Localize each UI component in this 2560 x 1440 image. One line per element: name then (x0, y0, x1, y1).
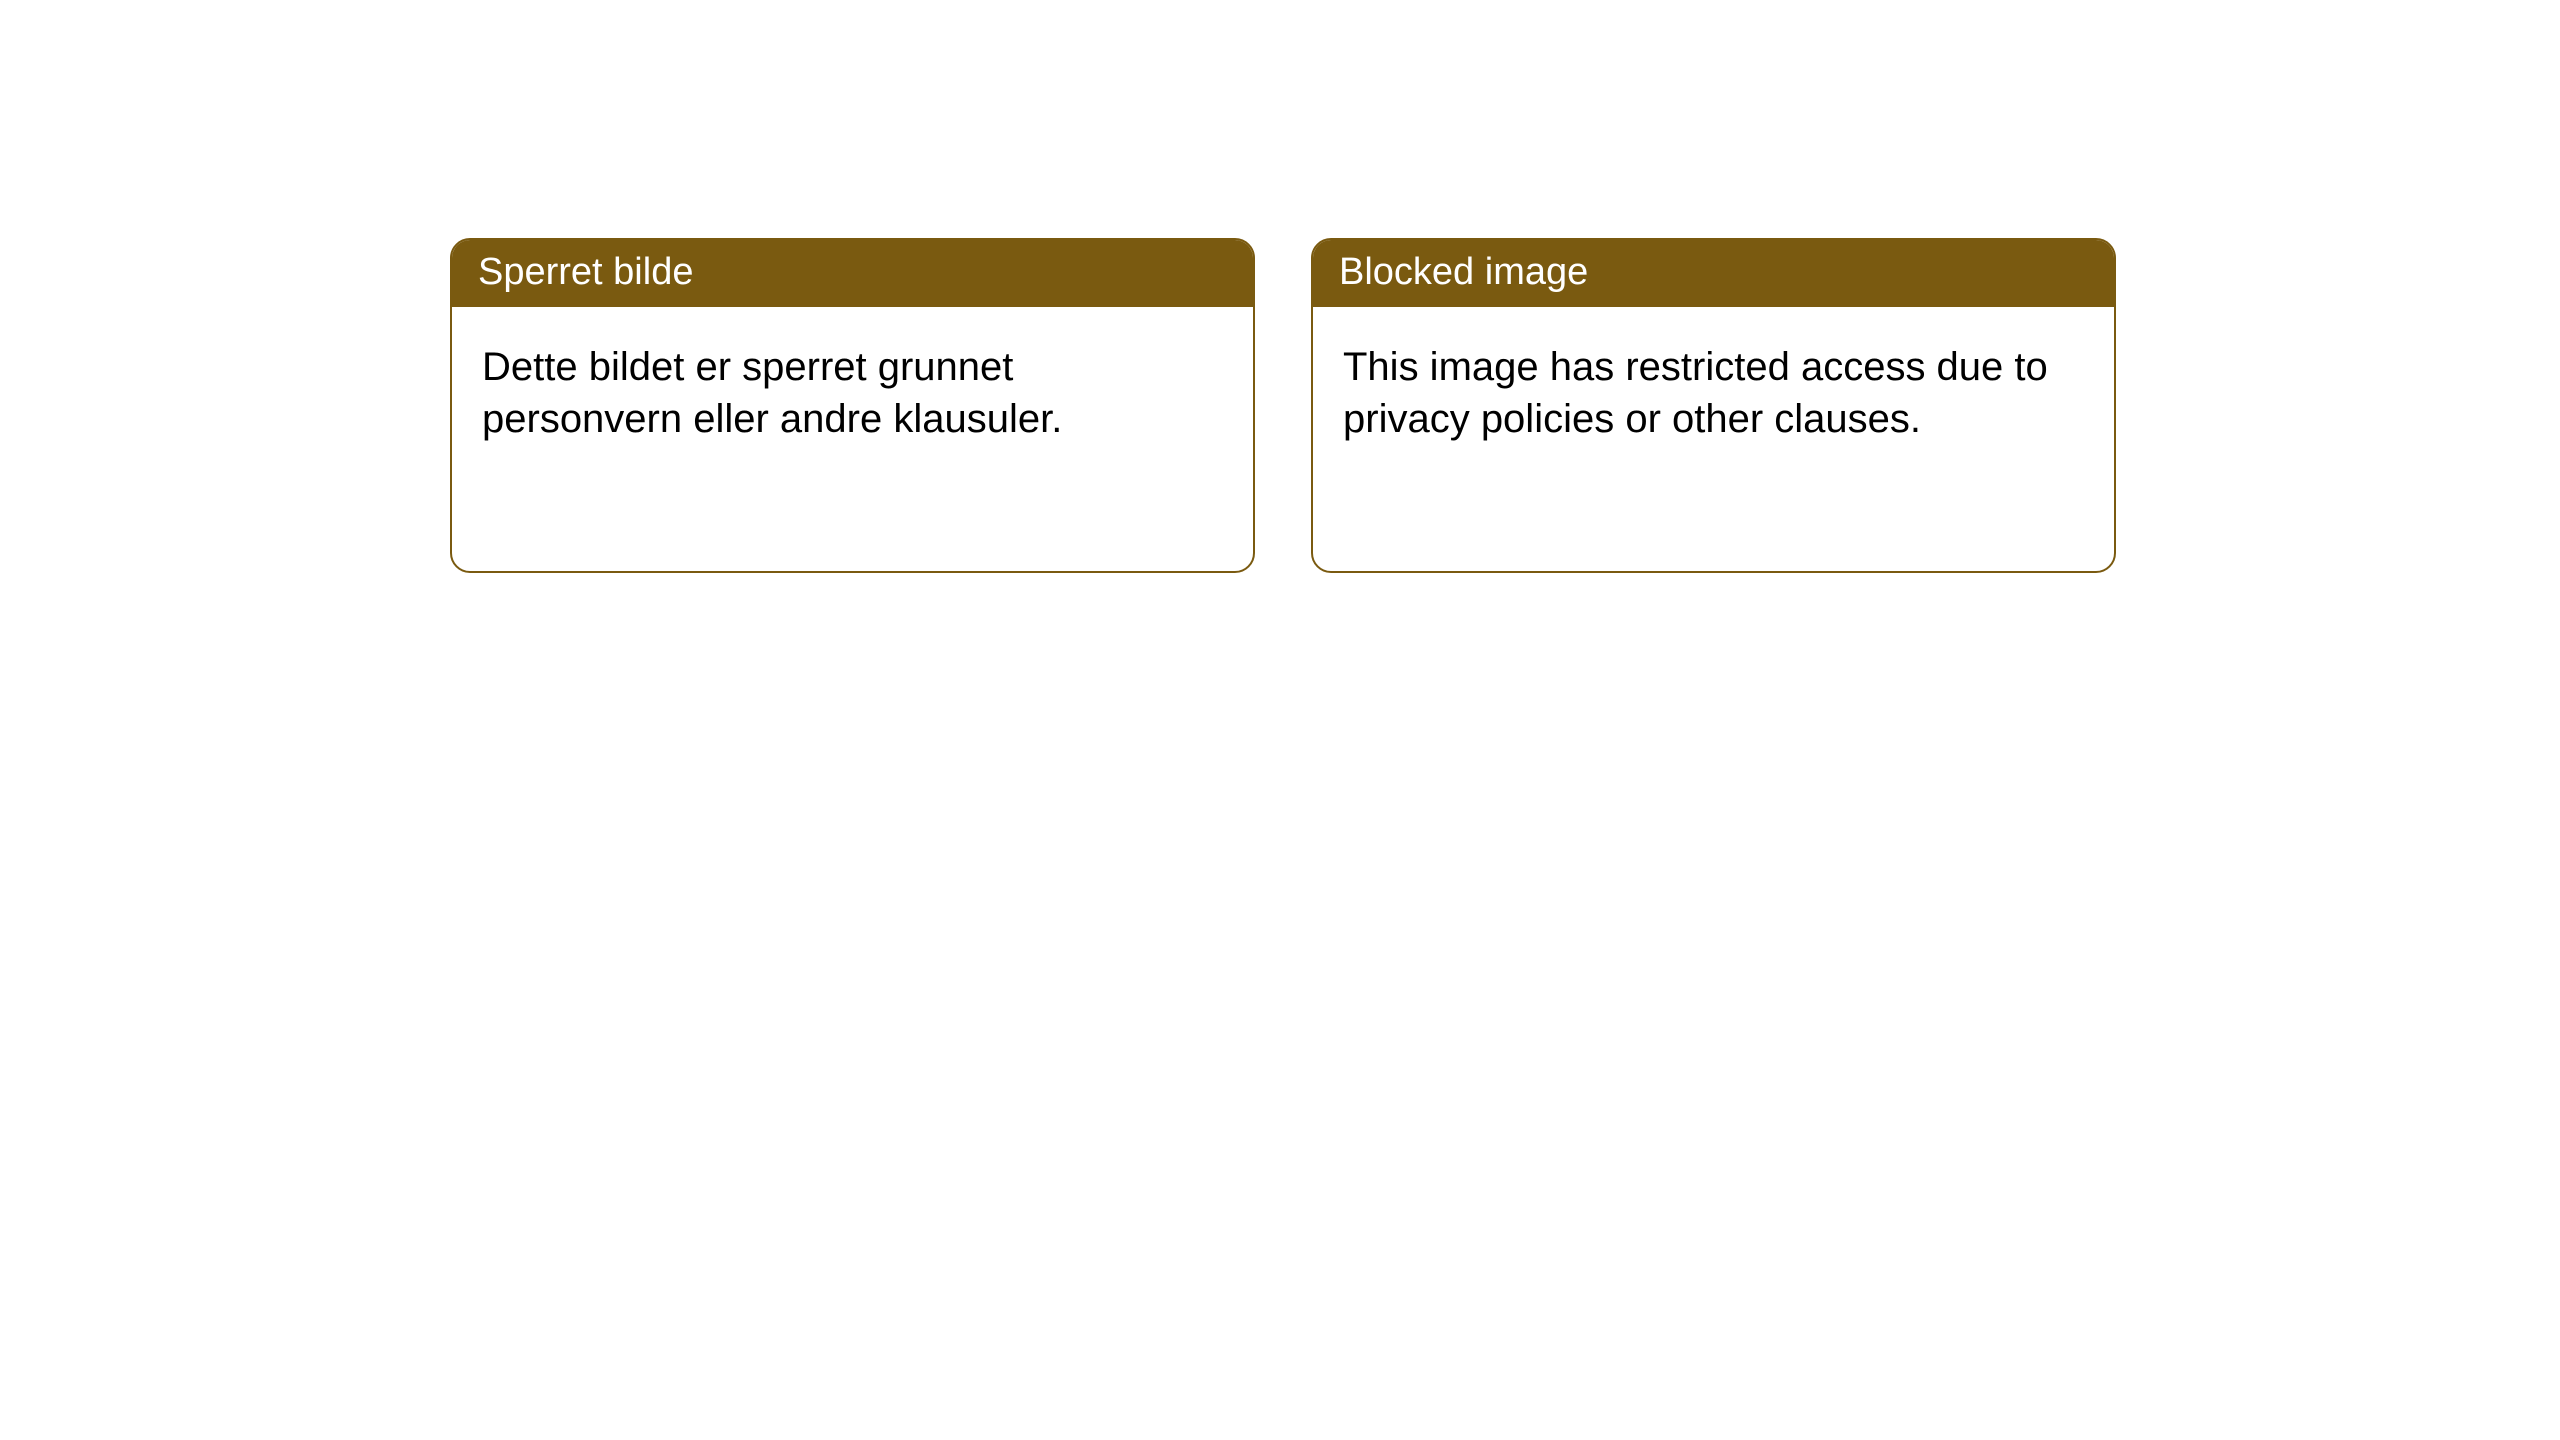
notice-card-norwegian: Sperret bilde Dette bildet er sperret gr… (450, 238, 1255, 573)
notice-body-norwegian: Dette bildet er sperret grunnet personve… (452, 307, 1253, 473)
notice-cards-container: Sperret bilde Dette bildet er sperret gr… (0, 0, 2560, 573)
notice-header-norwegian: Sperret bilde (452, 240, 1253, 307)
notice-card-english: Blocked image This image has restricted … (1311, 238, 2116, 573)
notice-header-english: Blocked image (1313, 240, 2114, 307)
notice-body-english: This image has restricted access due to … (1313, 307, 2114, 473)
